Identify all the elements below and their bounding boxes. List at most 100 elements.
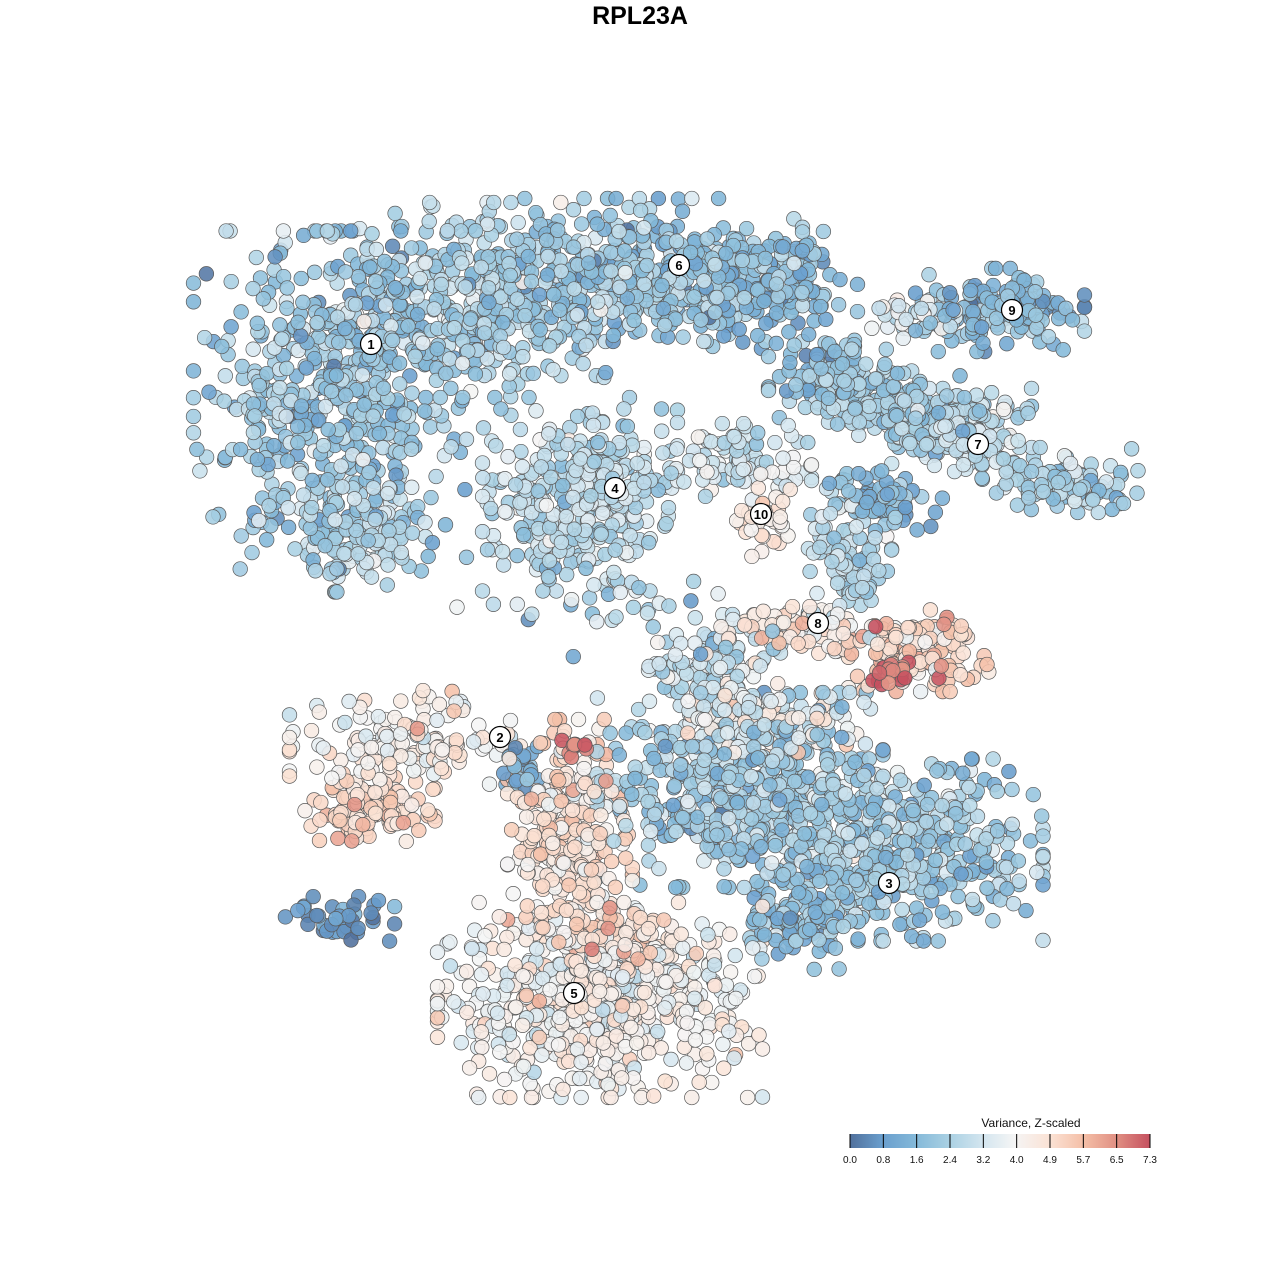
data-point bbox=[350, 742, 366, 758]
data-point bbox=[716, 702, 733, 718]
data-point bbox=[317, 538, 333, 554]
data-point bbox=[428, 468, 444, 485]
data-point bbox=[791, 730, 807, 746]
data-point bbox=[386, 898, 403, 915]
data-point bbox=[760, 348, 777, 365]
data-point bbox=[535, 920, 551, 936]
data-point bbox=[596, 711, 612, 728]
data-point bbox=[857, 736, 874, 752]
data-point bbox=[223, 273, 239, 290]
data-point bbox=[844, 341, 860, 357]
data-point bbox=[315, 438, 332, 454]
data-point bbox=[640, 837, 657, 853]
data-point bbox=[1035, 932, 1051, 949]
data-point bbox=[865, 801, 881, 818]
data-point bbox=[768, 305, 785, 321]
data-point bbox=[393, 693, 409, 709]
data-point bbox=[661, 598, 677, 614]
data-point bbox=[348, 425, 364, 442]
data-point bbox=[849, 668, 866, 684]
data-point bbox=[930, 933, 946, 949]
data-point bbox=[420, 548, 436, 565]
data-point bbox=[641, 693, 658, 709]
data-point bbox=[624, 872, 641, 889]
data-point bbox=[803, 472, 820, 489]
data-point bbox=[920, 833, 936, 849]
data-point bbox=[878, 341, 894, 357]
data-point bbox=[295, 487, 312, 503]
data-point bbox=[999, 336, 1015, 352]
data-point bbox=[676, 474, 692, 490]
data-point bbox=[437, 517, 454, 533]
data-point bbox=[485, 596, 502, 612]
data-point bbox=[232, 441, 249, 458]
data-point bbox=[663, 465, 679, 481]
data-point bbox=[1001, 763, 1017, 780]
data-point bbox=[851, 414, 868, 430]
data-point bbox=[189, 441, 205, 458]
data-point bbox=[563, 592, 580, 608]
data-point bbox=[355, 452, 371, 468]
data-point bbox=[611, 798, 628, 814]
data-point bbox=[670, 894, 687, 911]
data-point bbox=[551, 1009, 568, 1026]
data-point bbox=[831, 961, 847, 977]
data-point bbox=[517, 190, 533, 207]
data-point bbox=[905, 802, 921, 819]
data-point bbox=[218, 223, 234, 239]
data-point bbox=[287, 541, 303, 557]
data-point bbox=[393, 544, 409, 561]
data-point bbox=[985, 751, 1001, 767]
data-point bbox=[541, 426, 557, 442]
data-point bbox=[955, 645, 971, 661]
data-point bbox=[809, 710, 825, 727]
data-point bbox=[429, 979, 446, 995]
data-point bbox=[331, 334, 347, 351]
chart-title: RPL23A bbox=[592, 2, 688, 30]
data-point bbox=[1004, 781, 1020, 798]
data-point bbox=[272, 317, 288, 333]
data-point bbox=[509, 547, 525, 564]
data-point bbox=[812, 539, 828, 555]
data-point bbox=[736, 290, 752, 306]
data-point bbox=[404, 797, 420, 813]
data-point bbox=[293, 328, 309, 344]
data-point bbox=[402, 368, 418, 384]
data-point bbox=[266, 438, 282, 454]
data-point bbox=[540, 248, 556, 265]
data-point bbox=[727, 947, 743, 964]
data-point bbox=[473, 1024, 489, 1040]
data-point bbox=[512, 421, 529, 438]
data-point bbox=[509, 231, 525, 247]
data-point bbox=[685, 573, 702, 590]
data-point bbox=[429, 996, 446, 1012]
data-point bbox=[570, 711, 587, 728]
data-point bbox=[370, 708, 387, 725]
data-point bbox=[290, 434, 306, 451]
data-point bbox=[799, 859, 815, 875]
data-point bbox=[223, 319, 239, 335]
data-point bbox=[333, 458, 349, 474]
data-point bbox=[722, 964, 739, 980]
data-point bbox=[509, 596, 525, 612]
data-point bbox=[411, 822, 427, 839]
data-point bbox=[646, 1088, 662, 1104]
data-point bbox=[217, 368, 233, 384]
data-point bbox=[185, 363, 202, 379]
data-point bbox=[474, 455, 491, 471]
data-point bbox=[716, 878, 732, 895]
data-point bbox=[827, 343, 843, 360]
data-point bbox=[716, 861, 732, 877]
data-point bbox=[1009, 497, 1026, 513]
data-point bbox=[666, 778, 683, 794]
data-point bbox=[245, 341, 261, 357]
data-point bbox=[536, 811, 552, 827]
data-point bbox=[1032, 439, 1048, 456]
data-point bbox=[495, 557, 512, 573]
data-point bbox=[386, 916, 403, 932]
data-point bbox=[281, 729, 298, 746]
data-point bbox=[687, 610, 703, 626]
data-point bbox=[750, 480, 766, 496]
data-point bbox=[303, 722, 320, 739]
data-point bbox=[793, 838, 809, 855]
